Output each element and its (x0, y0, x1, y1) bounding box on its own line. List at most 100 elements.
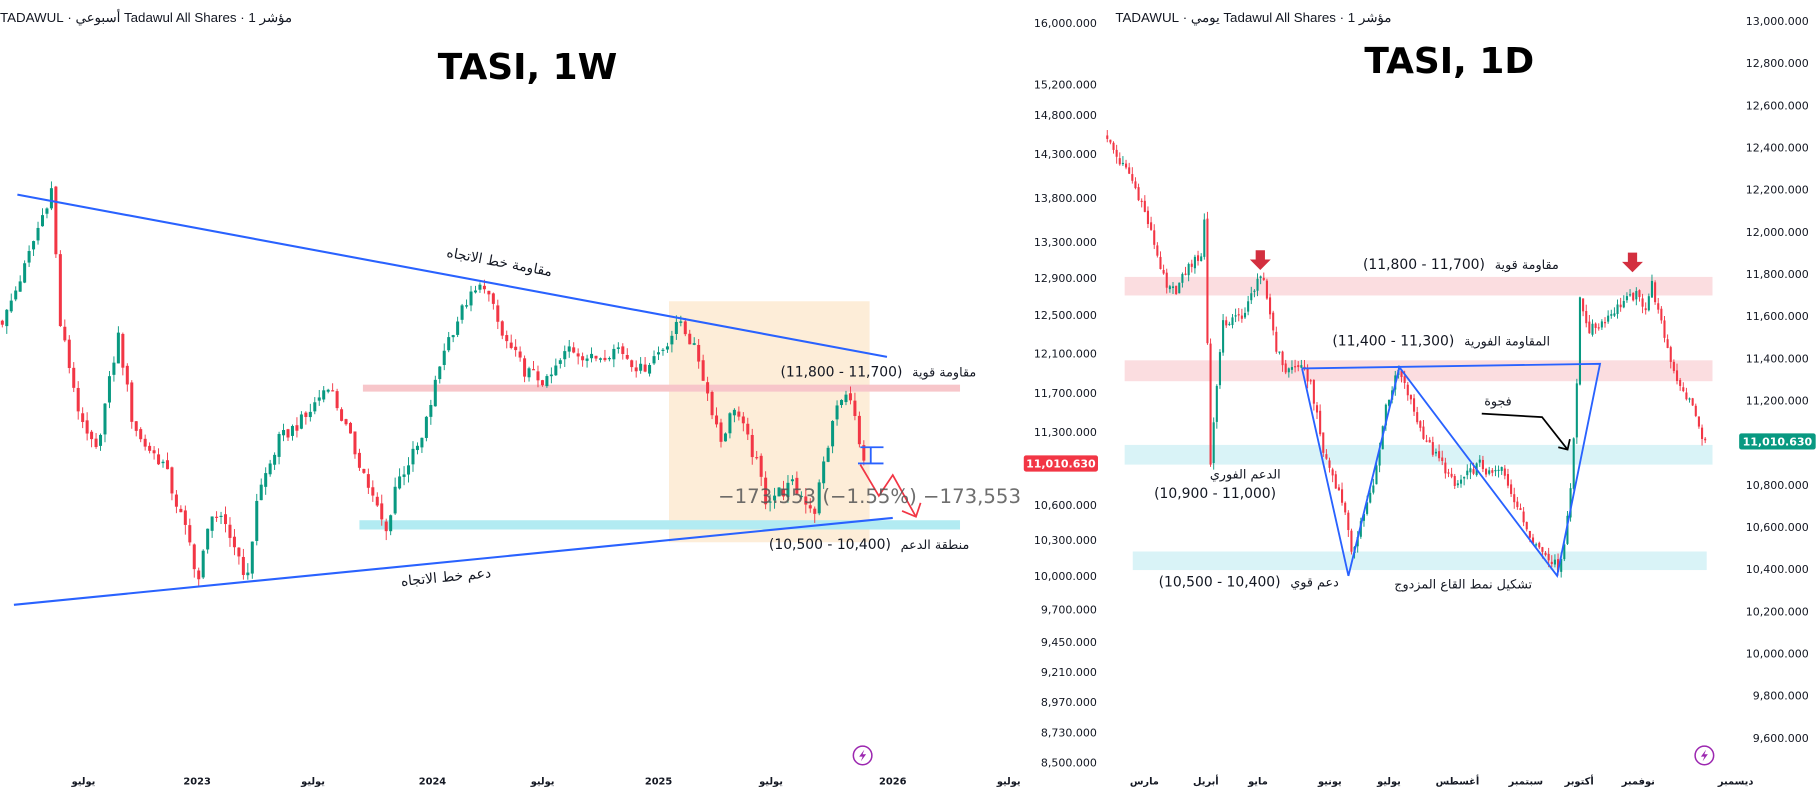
right-header: TADAWUL · يومي Tadawul All Shares · 1 مؤ… (1115, 10, 1391, 26)
candle (630, 359, 634, 372)
price-tick-label: 12,800.000 (1746, 57, 1809, 70)
candle (1691, 397, 1694, 407)
candle (1413, 394, 1416, 416)
candle (398, 468, 402, 490)
candle (1143, 195, 1146, 213)
price-tick-label: 10,000.000 (1034, 570, 1097, 583)
gap-arrow (1481, 412, 1571, 451)
candle (1594, 322, 1597, 334)
candle (1510, 479, 1513, 497)
symbol-name: Tadawul All Shares (1223, 10, 1336, 25)
candle (411, 441, 415, 472)
candle (1500, 466, 1503, 475)
trend-resistance-label: مقاومة خط الاتجاه (445, 245, 553, 280)
candle (1278, 351, 1281, 355)
candle (1672, 359, 1675, 374)
price-tick-label: 12,900.000 (1034, 272, 1097, 285)
candle (255, 493, 259, 546)
candle (1240, 308, 1243, 323)
exchange: TADAWUL (0, 10, 64, 25)
price-tick-label: 9,800.000 (1753, 690, 1809, 703)
price-tick-label: 9,210.000 (1041, 666, 1097, 679)
candle (389, 514, 393, 536)
candle (1406, 381, 1409, 401)
candle (1225, 316, 1228, 328)
candle (1694, 403, 1697, 418)
chart-title: TASI, 1W (438, 47, 618, 88)
strong-resistance-label: مقاومة قوية (1495, 258, 1559, 273)
candle (1118, 152, 1121, 166)
header-suffix: 1 مؤشر (1348, 10, 1392, 26)
candle (1178, 282, 1181, 294)
candle (1463, 476, 1466, 486)
price-tick-label: 11,400.000 (1746, 352, 1809, 365)
candle (594, 355, 598, 362)
candle (746, 417, 750, 441)
price-tick-label: 14,300.000 (1034, 148, 1097, 161)
trend-resistance-line[interactable] (17, 193, 888, 358)
lightning-icon[interactable] (1694, 745, 1715, 766)
candle (1237, 308, 1240, 322)
candle (1438, 444, 1441, 462)
candle (1256, 273, 1259, 297)
candle (1131, 167, 1134, 184)
candle (786, 475, 790, 503)
candle (103, 403, 107, 443)
candle (1175, 285, 1178, 295)
candle (683, 317, 687, 337)
candle (99, 433, 103, 451)
candle (1478, 455, 1481, 467)
candle (116, 326, 120, 364)
last-price: 11,010.630 (1743, 436, 1813, 449)
candle (366, 468, 370, 494)
candle (607, 356, 611, 362)
candle (424, 415, 428, 442)
candle (781, 480, 785, 501)
price-tag: 11,010.630 (1023, 455, 1098, 472)
candle (433, 375, 437, 407)
candle (1294, 359, 1297, 373)
candle (76, 381, 80, 420)
candle (1481, 455, 1484, 473)
candle (348, 421, 353, 434)
down-arrow-icon (1249, 250, 1643, 273)
candle (362, 468, 366, 474)
price-tick-label: 9,450.000 (1041, 636, 1097, 649)
candle (1582, 298, 1585, 317)
candle (1666, 334, 1669, 349)
candle (523, 355, 527, 383)
support-zone-label: منطقة الدعم (901, 538, 970, 553)
candle (518, 346, 522, 362)
candle (438, 366, 442, 384)
price-tick-label: 12,000.000 (1746, 226, 1809, 239)
immediate-support-range: (10,900 - 11,000) (1154, 486, 1276, 502)
candle (1513, 487, 1516, 509)
candle (1287, 367, 1290, 378)
candle (317, 389, 321, 406)
candle (1140, 198, 1143, 208)
right-price-axis[interactable]: 13,000.000 12,800.000 12,600.000 12,400.000… (1746, 15, 1809, 745)
lightning-icon[interactable] (852, 745, 873, 766)
chart-title: TASI, 1D (1364, 41, 1534, 82)
price-tick-label: 11,300.000 (1034, 426, 1097, 439)
candle (460, 303, 464, 324)
candle (121, 332, 125, 376)
candle (192, 543, 196, 578)
projection-arrow (859, 464, 917, 518)
candle (1159, 251, 1162, 270)
right-time-axis[interactable]: مارس أبريل مايو يونيو يوليو أغسطس سبتمبر أكتوبر… (1130, 774, 1754, 787)
candle (1591, 319, 1594, 337)
candle (1234, 308, 1237, 323)
candle (1146, 206, 1150, 229)
candle (286, 428, 290, 441)
candle (527, 366, 531, 382)
candle (822, 456, 826, 489)
candle (45, 207, 49, 219)
candle (49, 181, 53, 211)
candle (1215, 384, 1218, 429)
left-price-axis[interactable]: 16,000.000 15,200.000 14,800.000 14,300.000… (1034, 17, 1097, 769)
double-bottom-pattern[interactable] (1301, 362, 1602, 579)
trend-support-line[interactable] (13, 516, 893, 606)
left-time-axis[interactable]: يوليو 2023 يوليو 2024 يوليو 2025 يوليو 2026 يولي… (71, 776, 1021, 787)
candle (27, 245, 31, 267)
